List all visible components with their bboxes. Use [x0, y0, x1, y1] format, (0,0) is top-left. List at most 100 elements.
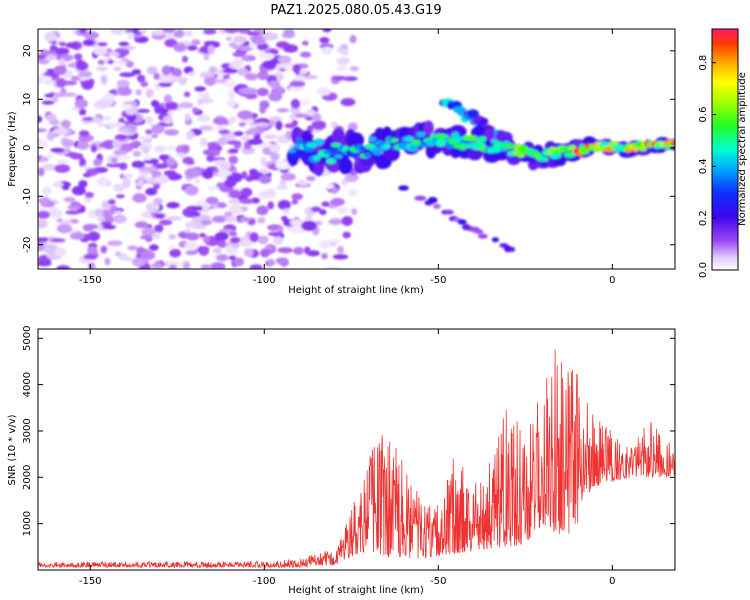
noise-blob [125, 256, 133, 262]
noise-blob [52, 127, 69, 136]
noise-blob [131, 160, 145, 168]
noise-blob [224, 29, 239, 34]
noise-blob [182, 261, 191, 269]
noise-blob [132, 150, 142, 157]
noise-blob [312, 113, 322, 122]
spectrogram-x-tick-label: 0 [609, 275, 615, 286]
noise-blob [290, 98, 301, 109]
noise-blob [107, 240, 123, 247]
noise-blob [152, 163, 169, 169]
noise-blob [53, 65, 67, 76]
noise-blob [55, 77, 67, 88]
noise-blob [113, 66, 122, 71]
snr-x-label: Height of straight line (km) [288, 585, 424, 596]
noise-blob [138, 135, 154, 141]
main-signal-blob [288, 148, 296, 154]
noise-blob [154, 213, 166, 219]
noise-blob [50, 238, 66, 243]
noise-blob [247, 127, 259, 135]
noise-blob [268, 91, 283, 102]
colorbar-label: Normalized spectral amplitude [737, 72, 748, 226]
noise-blob [125, 60, 134, 68]
noise-blob [238, 122, 246, 127]
noise-blob [145, 129, 153, 135]
noise-blob [239, 198, 255, 204]
noise-blob [259, 52, 275, 60]
noise-blob [337, 206, 348, 215]
noise-blob [102, 225, 117, 230]
noise-blob [87, 231, 101, 242]
spectrogram-x-tick-label: -100 [253, 275, 276, 286]
main-signal-blob [404, 136, 414, 142]
noise-blob [104, 257, 111, 266]
noise-blob [306, 109, 316, 117]
noise-blob [42, 163, 57, 171]
noise-blob [228, 155, 239, 165]
noise-blob [163, 94, 173, 104]
main-signal-blob [409, 144, 419, 152]
noise-blob [65, 210, 81, 215]
spectrogram-x-ticks: -150 -100 -50 0 [79, 29, 616, 286]
noise-blob [268, 80, 281, 88]
noise-blob [229, 237, 241, 244]
snr-y-ticks: 1000 2000 3000 4000 5000 [22, 326, 675, 536]
noise-blob [340, 44, 349, 50]
snr-x-tick-label: -150 [79, 576, 102, 587]
noise-blob [257, 70, 269, 81]
noise-blob [263, 134, 278, 140]
noise-blob [38, 219, 48, 229]
noise-blob [224, 211, 233, 218]
noise-blob [107, 59, 114, 65]
main-signal-halo [338, 157, 353, 175]
noise-blob [156, 108, 169, 114]
noise-blob [74, 53, 83, 61]
noise-blob [341, 216, 353, 226]
noise-blob [196, 98, 204, 106]
main-signal-blob [305, 142, 318, 148]
noise-blob [56, 218, 63, 223]
noise-blob [78, 130, 90, 137]
noise-blob [199, 71, 215, 79]
noise-blob [186, 232, 200, 241]
noise-blob [118, 41, 130, 47]
lower-branch-blob [445, 209, 454, 215]
noise-blob [349, 66, 360, 72]
noise-blob [330, 121, 338, 129]
noise-blob [52, 181, 64, 188]
noise-blob [74, 98, 88, 109]
noise-blob [319, 37, 330, 44]
noise-blob [95, 66, 109, 72]
noise-blob [92, 116, 102, 124]
noise-blob [87, 246, 98, 255]
snr-x-tick-label: -50 [430, 576, 446, 587]
noise-blob [97, 176, 110, 187]
noise-blob [122, 178, 131, 189]
noise-blob [241, 87, 258, 95]
noise-blob [269, 143, 281, 153]
noise-blob [65, 42, 79, 49]
noise-blob [115, 251, 121, 257]
noise-blob [217, 202, 227, 208]
noise-blob [293, 246, 304, 255]
noise-blob [249, 232, 259, 243]
noise-blob [194, 86, 206, 92]
colorbar-tick-label: 0.8 [698, 55, 709, 71]
noise-blob [41, 100, 55, 105]
noise-blob [140, 250, 156, 261]
noise-blob [237, 110, 254, 120]
main-signal-blob [326, 157, 336, 164]
noise-blob [273, 236, 284, 245]
noise-blob [228, 148, 239, 154]
main-signal-blob [478, 136, 487, 142]
noise-blob [184, 167, 201, 178]
noise-blob [207, 186, 219, 191]
noise-blob [50, 147, 65, 153]
noise-blob [173, 42, 187, 53]
lower-branch-blob [427, 196, 438, 204]
snr-series-line [38, 349, 675, 569]
noise-blob [116, 79, 130, 88]
noise-blob [188, 71, 196, 77]
noise-blob [213, 247, 222, 254]
noise-blob [93, 47, 108, 56]
noise-blob [237, 240, 253, 248]
